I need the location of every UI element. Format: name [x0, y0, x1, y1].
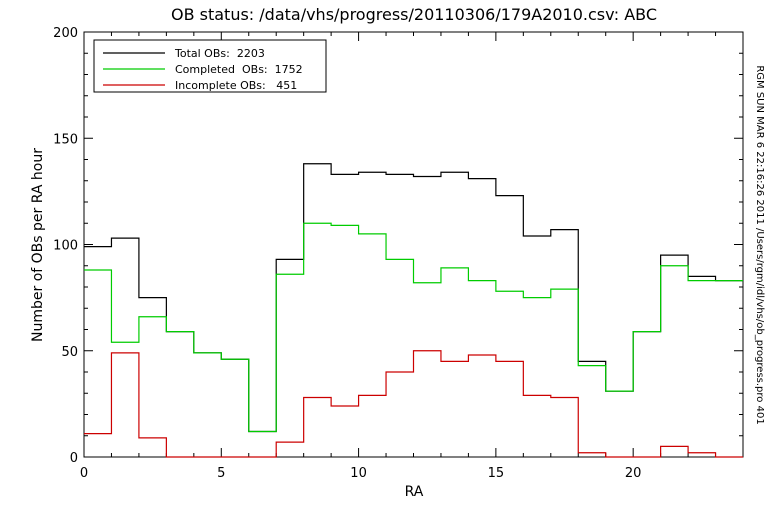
legend-box: [93, 39, 327, 93]
x-tick-label: 0: [80, 466, 88, 481]
series-line-2: [84, 350, 743, 458]
x-tick-label: 10: [350, 466, 367, 481]
y-tick-label: 0: [70, 451, 78, 466]
x-tick-label: 15: [488, 466, 505, 481]
y-tick-label: 200: [53, 26, 78, 41]
x-tick-label: 20: [625, 466, 642, 481]
chart-title: OB status: /data/vhs/progress/20110306/1…: [171, 5, 657, 24]
x-tick-label: 5: [217, 466, 225, 481]
y-tick-label: 50: [61, 345, 78, 360]
legend-label: Total OBs: 2203: [174, 47, 265, 60]
legend-label: Completed OBs: 1752: [175, 63, 303, 76]
y-tick-label: 150: [53, 132, 78, 147]
y-axis-label: Number of OBs per RA hour: [30, 148, 46, 342]
series-line-1: [84, 222, 743, 433]
y-tick-label: 100: [53, 239, 78, 254]
series-layer: [84, 163, 743, 458]
legend-label: Incomplete OBs: 451: [175, 79, 297, 92]
side-annotation: RGM SUN MAR 6 22:16:26 2011 /Users/rgm/i…: [754, 65, 765, 424]
x-axis-label: RA: [405, 484, 424, 500]
legend: Total OBs: 2203 Completed OBs: 1752 Incomp…: [93, 39, 327, 93]
